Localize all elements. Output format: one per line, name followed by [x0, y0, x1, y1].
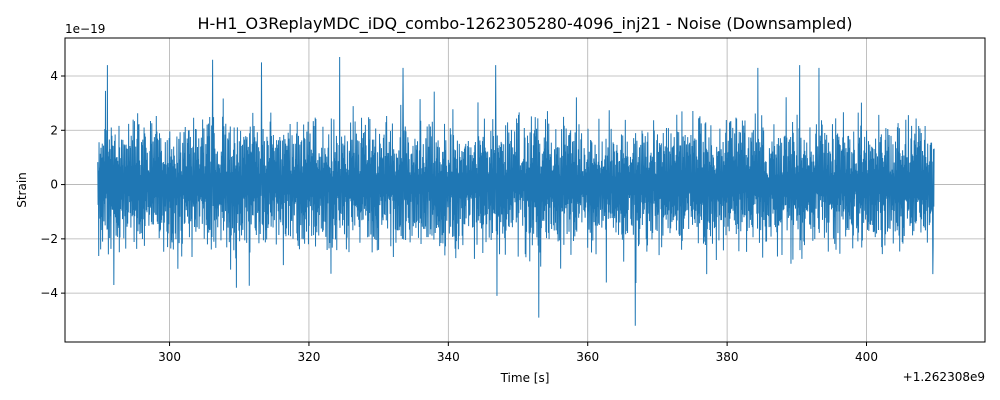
x-tick-label: 400 [855, 350, 878, 364]
y-axis-label: Strain [15, 172, 29, 208]
y-tick-label: 4 [50, 69, 58, 83]
y-tick-label: −2 [40, 232, 58, 246]
y-tick-label: 0 [50, 178, 58, 192]
chart-title: H-H1_O3ReplayMDC_iDQ_combo-1262305280-40… [198, 14, 853, 34]
x-tick-label: 340 [437, 350, 460, 364]
x-tick-label: 300 [158, 350, 181, 364]
x-offset-label: +1.262308e9 [903, 370, 985, 384]
x-axis-label: Time [s] [500, 371, 550, 385]
x-tick-label: 320 [297, 350, 320, 364]
y-tick-label: −4 [40, 286, 58, 300]
x-axis-ticks: 300 320 340 360 380 400 [158, 342, 878, 364]
y-axis-ticks: −4 −2 0 2 4 [40, 69, 65, 300]
plot-frame [64, 37, 986, 343]
x-tick-label: 360 [576, 350, 599, 364]
y-tick-label: 2 [50, 123, 58, 137]
plot-area [97, 56, 935, 326]
y-scale-label: 1e−19 [65, 22, 105, 36]
strain-series-line [97, 56, 935, 326]
x-tick-label: 380 [716, 350, 739, 364]
